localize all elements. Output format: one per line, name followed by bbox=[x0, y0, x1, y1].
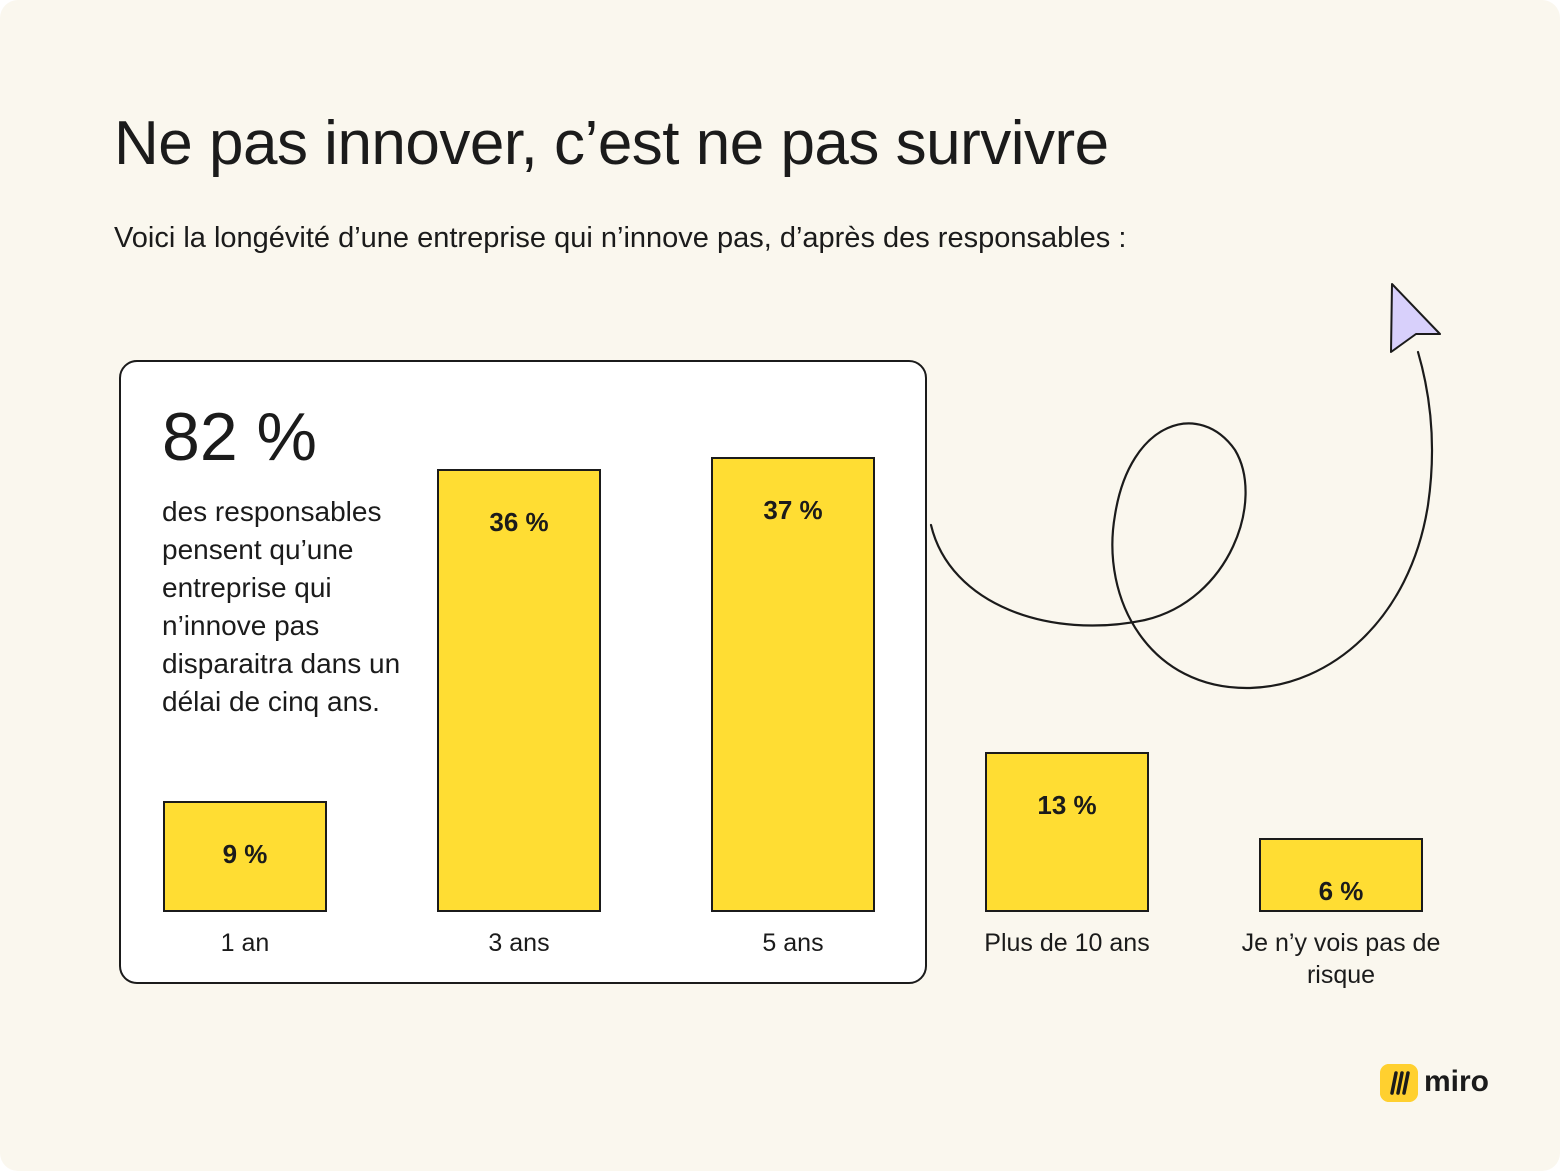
bar-value-label: 36 % bbox=[489, 507, 549, 537]
bar: 9 % bbox=[163, 801, 327, 912]
page-subtitle: Voici la longévité d’une entreprise qui … bbox=[114, 222, 1127, 254]
brand-name: miro bbox=[1424, 1065, 1490, 1098]
loop-arrow-path bbox=[929, 350, 1434, 690]
category-label: 1 an bbox=[220, 929, 270, 957]
bar: 13 % bbox=[985, 752, 1149, 912]
bar-value-label: 37 % bbox=[763, 495, 823, 525]
bar: 6 % bbox=[1259, 838, 1423, 912]
category-label: 5 ans bbox=[762, 929, 824, 957]
bar-value-label: 9 % bbox=[222, 839, 268, 869]
highlight-description: des responsables pensent qu’une entrepri… bbox=[162, 496, 401, 717]
bar-value-label: 6 % bbox=[1318, 876, 1364, 906]
bar-value-label: 13 % bbox=[1037, 790, 1097, 820]
bar: 37 % bbox=[711, 457, 875, 912]
highlight-value: 82 % bbox=[162, 399, 317, 475]
bar: 36 % bbox=[437, 469, 601, 912]
category-label: Plus de 10 ans bbox=[984, 929, 1150, 957]
category-label: Je n’y vois pas de risque bbox=[1241, 929, 1441, 989]
miro-logo-icon bbox=[1380, 1064, 1418, 1102]
page-title: Ne pas innover, c’est ne pas survivre bbox=[114, 109, 1109, 178]
category-label: 3 ans bbox=[488, 929, 550, 957]
cursor-arrow-icon bbox=[1390, 283, 1441, 353]
